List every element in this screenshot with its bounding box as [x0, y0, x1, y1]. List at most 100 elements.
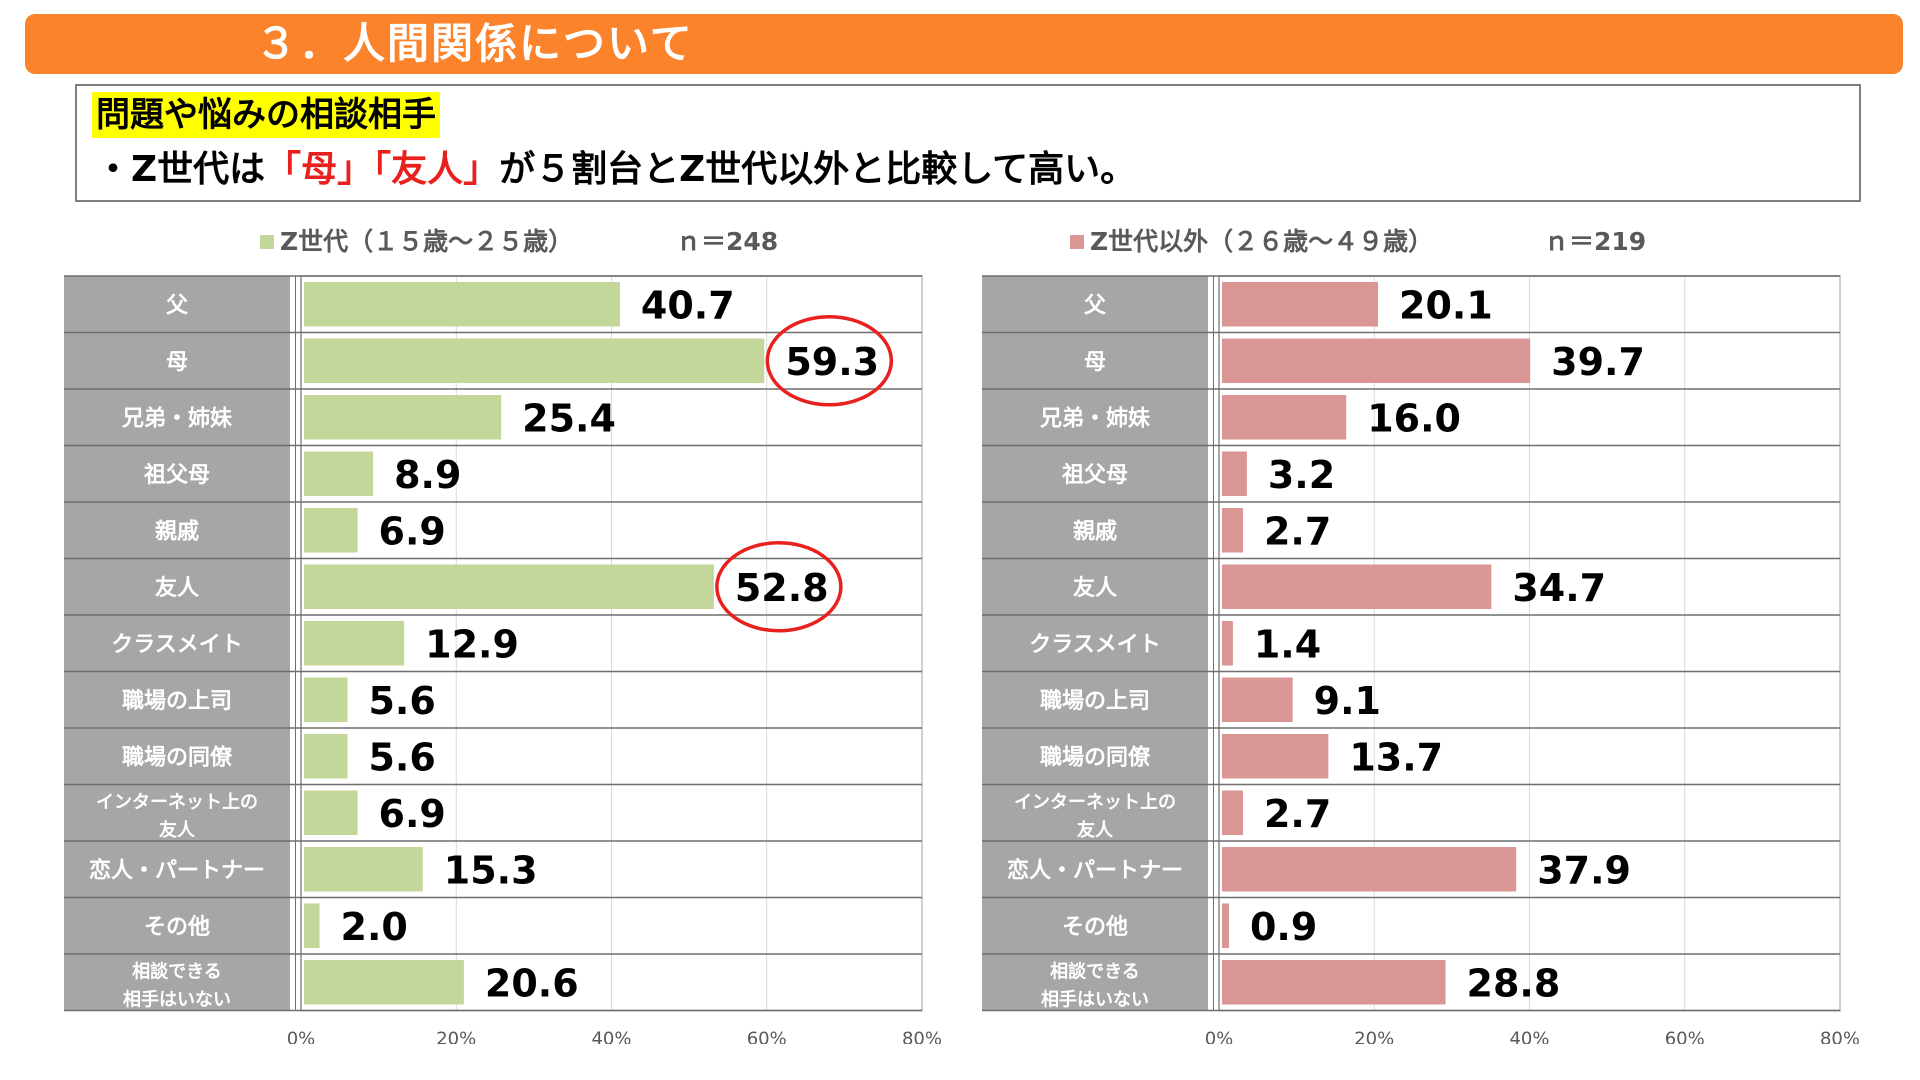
data-label: 2.0: [341, 905, 408, 949]
bar: [1222, 960, 1446, 1005]
bar-chart-non-gen-z: 父 20.1 母 39.7 兄弟・姉妹 16.0 祖父母 3.2 親戚 2.7 友人 34.7 クラスメ…: [982, 275, 1860, 1050]
legend-label: Z世代以外（２６歳〜４９歳）: [1090, 227, 1434, 256]
bar: [1222, 677, 1293, 722]
bar-chart-gen-z: 父 40.7 母 59.3 兄弟・姉妹 25.4 祖父母 8.9 親戚 6.9 友人 52.8 クラスメ…: [64, 275, 942, 1050]
category-label: その他: [144, 915, 210, 940]
category-label: 相談できる相手はいない: [123, 960, 231, 1010]
category-label-line: インターネット上の: [1014, 792, 1176, 813]
x-tick-label: 0%: [287, 1029, 316, 1045]
x-tick-label: 20%: [436, 1029, 476, 1045]
data-label: 0.9: [1250, 905, 1317, 949]
category-label: 職場の同僚: [1040, 744, 1151, 770]
x-tick-label: 40%: [1509, 1029, 1549, 1045]
x-tick-label: 20%: [1354, 1029, 1394, 1045]
section-header-bar: ３．人間関係について: [25, 14, 1903, 74]
data-label: 20.1: [1399, 283, 1493, 327]
bar: [304, 621, 405, 666]
category-label-column: [64, 276, 290, 1011]
data-label: 59.3: [785, 340, 879, 384]
section-title: ３．人間関係について: [255, 19, 694, 68]
chart-gen-z: Z世代（１５歳〜２５歳） ｎ＝248 父 40.7 母 59.3 兄弟・姉妹 25.4 祖父…: [64, 224, 964, 1050]
data-label: 5.6: [368, 735, 435, 779]
bar: [1222, 564, 1492, 609]
data-label: 12.9: [425, 622, 519, 666]
x-tick-label: 0%: [1205, 1029, 1234, 1045]
data-label: 2.7: [1264, 509, 1331, 553]
legend-gen-z: Z世代（１５歳〜２５歳）: [260, 224, 573, 260]
category-label: 恋人・パートナー: [89, 857, 265, 883]
bar: [1222, 734, 1329, 779]
data-label: 9.1: [1314, 679, 1381, 723]
bar: [304, 564, 714, 609]
legend-swatch: [1070, 235, 1084, 249]
category-label: 友人: [155, 576, 199, 601]
category-label-line: 相手はいない: [123, 988, 231, 1010]
summary-prefix: ・Z世代は: [95, 149, 266, 190]
x-tick-label: 60%: [747, 1029, 787, 1045]
bar: [1222, 903, 1229, 948]
data-label: 13.7: [1349, 735, 1443, 779]
category-label: クラスメイト: [1029, 632, 1161, 657]
category-label: 兄弟・姉妹: [1039, 405, 1151, 431]
bar: [1222, 338, 1531, 383]
bar: [1222, 790, 1243, 835]
bar: [304, 790, 358, 835]
data-label: 52.8: [735, 566, 829, 610]
category-label: 相談できる相手はいない: [1041, 960, 1149, 1010]
data-label: 2.7: [1264, 792, 1331, 836]
data-label: 20.6: [485, 961, 579, 1005]
category-label: 父: [166, 293, 189, 318]
data-label: 34.7: [1512, 566, 1606, 610]
x-tick-label: 40%: [591, 1029, 631, 1045]
data-label: 15.3: [444, 848, 538, 892]
bar: [1222, 621, 1233, 666]
data-label: 5.6: [368, 679, 435, 723]
x-tick-label: 80%: [1820, 1029, 1860, 1045]
data-label: 40.7: [641, 283, 735, 327]
category-label: 父: [1084, 293, 1107, 318]
sample-size-non-gen-z: ｎ＝219: [1544, 227, 1647, 256]
bar: [1222, 282, 1379, 327]
data-label: 3.2: [1268, 453, 1335, 497]
category-label-line: インターネット上の: [96, 792, 258, 813]
category-label: 母: [166, 350, 188, 375]
data-label: 16.0: [1367, 396, 1461, 440]
highlight-circle: [765, 315, 894, 407]
x-tick-label: 80%: [902, 1029, 942, 1045]
data-label: 6.9: [379, 792, 446, 836]
category-label-line: 友人: [1077, 819, 1114, 841]
category-label: 友人: [1073, 576, 1117, 601]
data-label: 8.9: [394, 453, 461, 497]
category-label-column: [982, 276, 1208, 1011]
bar: [304, 903, 320, 948]
summary-highlight-mother: 「母」: [265, 149, 374, 190]
legend-swatch: [260, 235, 274, 249]
data-label: 1.4: [1254, 622, 1321, 666]
category-label: 親戚: [155, 518, 199, 544]
legend-non-gen-z: Z世代以外（２６歳〜４９歳）: [1070, 224, 1433, 260]
bar: [1222, 847, 1517, 892]
category-label: その他: [1062, 915, 1128, 940]
bar: [304, 960, 464, 1005]
bar: [304, 847, 423, 892]
data-label: 28.8: [1467, 961, 1561, 1005]
summary-text: ・Z世代は「母」「友人」が５割台とZ世代以外と比較して高い。: [95, 144, 1136, 196]
bar: [304, 338, 765, 383]
summary-suffix: が５割台とZ世代以外と比較して高い。: [499, 149, 1137, 190]
x-tick-label: 60%: [1665, 1029, 1705, 1045]
category-label-line: 友人: [159, 819, 196, 841]
category-label: インターネット上の友人: [1014, 792, 1176, 841]
bar: [304, 451, 374, 496]
bar: [304, 677, 348, 722]
category-label-line: 相談できる: [132, 960, 222, 982]
bar: [304, 395, 502, 440]
bar: [304, 734, 348, 779]
category-label: 母: [1084, 350, 1106, 375]
category-label: 職場の同僚: [122, 744, 233, 770]
category-label-line: 相談できる: [1050, 960, 1140, 982]
summary-heading: 問題や悩みの相談相手: [92, 92, 440, 138]
category-label: 祖父母: [144, 463, 210, 488]
bar: [304, 282, 620, 327]
category-label: インターネット上の友人: [96, 792, 258, 841]
bar: [1222, 508, 1243, 553]
